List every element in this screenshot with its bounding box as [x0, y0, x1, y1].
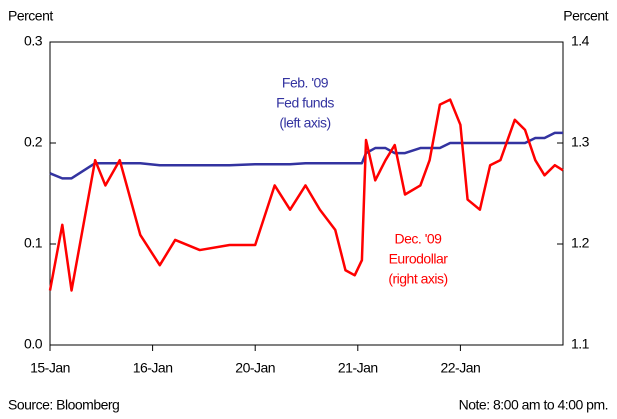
- y2-axis-label: Percent: [563, 8, 608, 24]
- source: Source: Bloomberg: [8, 397, 119, 413]
- y-axis-label: Percent: [8, 8, 53, 24]
- x-tick-label: 16-Jan: [133, 360, 173, 376]
- y2-tick-label: 1.4: [571, 33, 590, 49]
- series-line: [49, 131, 563, 180]
- y2-tick-label: 1.1: [571, 336, 590, 352]
- x-tick-label: 21-Jan: [338, 360, 378, 376]
- annotation: (right axis): [388, 271, 447, 287]
- note: Note: 8:00 am to 4:00 pm.: [459, 397, 608, 413]
- annotation: Feb. '09: [282, 75, 329, 91]
- annotation: Dec. '09: [395, 231, 443, 247]
- x-tick-label: 22-Jan: [440, 360, 480, 376]
- annotation: Fed funds: [276, 95, 334, 111]
- y-tick-label: 0.2: [24, 134, 43, 150]
- y2-tick-label: 1.3: [571, 134, 590, 150]
- series-line: [48, 98, 564, 292]
- x-tick-label: 20-Jan: [235, 360, 275, 376]
- y-tick-label: 0.1: [24, 235, 43, 251]
- plot-frame: [49, 41, 564, 346]
- y-tick-label: 0.0: [24, 336, 43, 352]
- y2-tick-label: 1.2: [571, 235, 590, 251]
- x-tick-label: 15-Jan: [30, 360, 70, 376]
- annotation: (left axis): [279, 115, 330, 131]
- annotation: Eurodollar: [389, 251, 449, 267]
- y-tick-label: 0.3: [24, 33, 43, 49]
